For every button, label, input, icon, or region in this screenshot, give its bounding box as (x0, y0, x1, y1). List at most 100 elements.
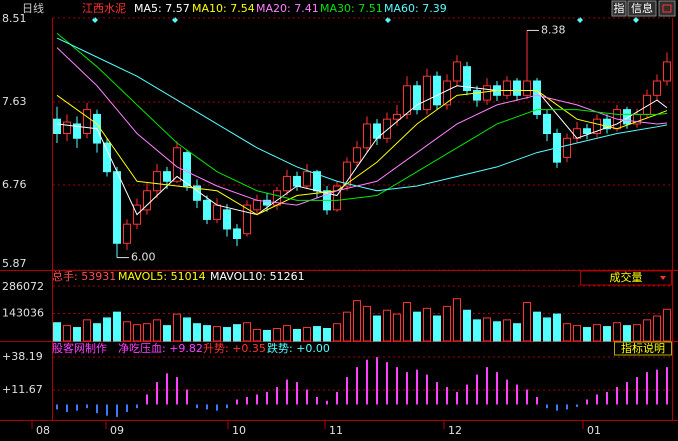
volume-bar (573, 325, 581, 342)
y-tick-label: 5.87 (2, 257, 27, 270)
candle-body (483, 85, 491, 101)
volume-bar (553, 313, 561, 342)
help-button[interactable]: 指标说明 (621, 341, 665, 355)
x-tick-label: 01 (587, 424, 601, 437)
candle-body (213, 204, 221, 220)
volume-bar (523, 302, 531, 342)
volume-bar (273, 328, 281, 342)
volume-legend: MAVOL5: 51014 (118, 270, 206, 283)
volume-bar (543, 317, 551, 342)
volume-bar (583, 327, 591, 342)
volume-bar (133, 324, 141, 342)
volume-bar (153, 319, 161, 342)
volume-bar (263, 329, 271, 342)
candle-body (463, 66, 471, 92)
indicator-button[interactable]: 指 (614, 1, 625, 15)
volume-bar (143, 323, 151, 342)
y-tick-label: 6.76 (2, 178, 27, 191)
candle-body (523, 80, 531, 96)
ma-line (56, 85, 668, 216)
candle-body (203, 199, 211, 220)
stock-name: 江西水泥 (82, 2, 126, 15)
volume-bar (483, 317, 491, 342)
legend-entry: MA60: 7.39 (384, 2, 447, 15)
volume-bar (213, 326, 221, 342)
volume-bar (103, 317, 111, 342)
close-icon (662, 4, 672, 13)
volume-bar (193, 323, 201, 342)
volume-bar (563, 323, 571, 342)
volume-bar (243, 322, 251, 342)
candle-body (473, 90, 481, 101)
candle-body (113, 171, 121, 244)
candle-body (433, 75, 441, 106)
volume-selector[interactable] (580, 270, 672, 286)
volume-bar (283, 325, 291, 342)
volume-bar (353, 300, 361, 342)
candle-body (363, 123, 371, 149)
button-frame[interactable] (627, 0, 657, 17)
candle-body (303, 171, 311, 187)
dropdown-arrow (660, 276, 666, 280)
candle-body (663, 61, 671, 82)
candle-body (383, 118, 391, 139)
x-tick-label: 10 (232, 424, 246, 437)
candle-body (83, 109, 91, 134)
ma-line (56, 47, 668, 206)
legend-entry: MA5: 7.57 (134, 2, 190, 15)
volume-bar (503, 319, 511, 342)
x-tick-label: 09 (110, 424, 124, 437)
volume-bar (653, 315, 661, 342)
info-button[interactable]: 信息 (631, 1, 653, 15)
volume-bar (623, 325, 631, 342)
candle-body (563, 137, 571, 158)
candle-body (513, 80, 521, 96)
button-frame[interactable] (611, 0, 627, 17)
period-label: 日线 (22, 1, 44, 15)
candle-body (353, 147, 361, 163)
help-button-frame[interactable] (614, 341, 672, 356)
candle-body (63, 121, 71, 135)
x-tick-label: 08 (36, 424, 50, 437)
y-tick-label: +11.67 (2, 383, 43, 396)
volume-legend: MAVOL10: 51261 (210, 270, 305, 283)
volume-bar (173, 313, 181, 342)
volume-bar (393, 313, 401, 342)
indicator-legend: 升势: +0.35 (203, 342, 266, 355)
y-tick-label: 286072 (2, 280, 44, 293)
close-button[interactable] (658, 0, 676, 17)
volume-bar (373, 315, 381, 342)
y-tick-label: 8.51 (2, 12, 27, 25)
volume-bar (383, 309, 391, 342)
volume-bar (293, 328, 301, 342)
volume-bar (613, 322, 621, 342)
candle-body (263, 199, 271, 206)
volume-bar (443, 305, 451, 342)
volume-bar (313, 326, 321, 342)
volume-bar (343, 311, 351, 342)
x-tick-label: 11 (329, 424, 343, 437)
volume-selector-label[interactable]: 成交量 (610, 270, 643, 284)
candle-body (293, 175, 301, 187)
volume-bar (643, 319, 651, 342)
volume-bar (83, 319, 91, 342)
volume-bar (93, 323, 101, 342)
volume-bar (513, 323, 521, 342)
candle-body (233, 228, 241, 239)
candle-body (533, 80, 541, 115)
candle-body (123, 223, 131, 244)
candle-body (53, 118, 61, 134)
candle-body (453, 61, 461, 82)
volume-bar (73, 327, 81, 342)
volume-bar (593, 324, 601, 342)
candle-body (603, 118, 611, 130)
volume-bar (123, 321, 131, 342)
volume-bar (433, 315, 441, 342)
volume-bar (63, 325, 71, 342)
candle-body (223, 209, 231, 230)
y-tick-label: +38.19 (2, 350, 43, 363)
candle-body (163, 171, 171, 182)
volume-bar (183, 317, 191, 342)
ma-line (56, 90, 668, 216)
